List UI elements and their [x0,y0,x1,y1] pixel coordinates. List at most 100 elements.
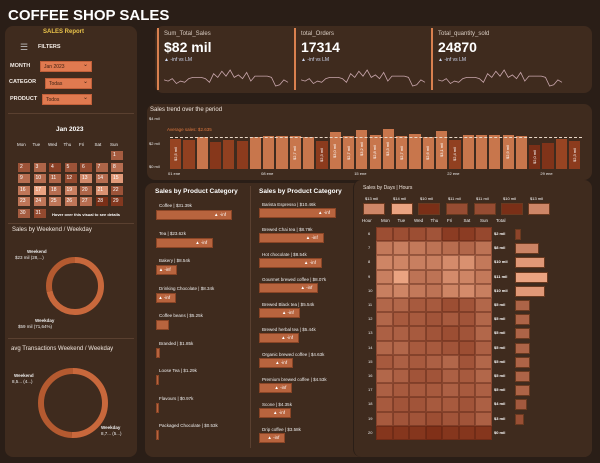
trend-bar[interactable]: $2,7 mil [289,136,301,169]
trend-bar[interactable] [263,136,275,169]
heatmap-cell[interactable] [409,312,426,327]
heatmap-cell[interactable] [425,283,442,298]
heatmap-cell[interactable] [409,369,426,384]
heatmap-cell[interactable] [458,298,475,313]
calendar-day[interactable]: 23 [17,196,31,207]
heatmap-cell[interactable] [392,383,409,398]
heatmap-cell[interactable] [475,340,492,355]
heatmap-cell[interactable] [392,255,409,270]
trend-bar[interactable] [462,134,474,169]
day-total-box[interactable] [474,203,496,215]
trend-bar[interactable]: $2,0 mil [529,144,541,169]
heatmap-cell[interactable] [376,340,393,355]
heatmap-cell[interactable] [409,241,426,256]
heatmap-cell[interactable] [409,383,426,398]
calendar-day[interactable]: 19 [63,184,78,196]
category-bar[interactable]: ▲ -inf [156,265,177,275]
calendar-day[interactable]: 28 [94,196,109,207]
heatmap-cell[interactable] [442,411,459,426]
heatmap-cell[interactable] [425,354,442,369]
trend-bar[interactable] [475,134,488,169]
heatmap-cell[interactable] [392,340,409,355]
day-total-box[interactable] [501,203,523,215]
heatmap-cell[interactable] [442,255,459,270]
heatmap-cell[interactable] [475,425,492,440]
trend-bar[interactable]: $2,4 mil [449,139,461,169]
weekend-slice[interactable] [46,257,104,315]
heatmap-cell[interactable] [376,397,393,412]
heatmap-cell[interactable] [458,312,475,327]
heatmap-cell[interactable] [409,298,426,313]
trend-bar[interactable]: $2,3 mil [569,140,581,169]
hour-total-bar[interactable] [515,385,530,397]
heatmap-cell[interactable] [442,425,459,440]
product-bar[interactable]: ▲ -inf [259,333,300,343]
calendar-day[interactable]: 29 [110,196,124,207]
heatmap-cell[interactable] [442,397,459,412]
trend-bar[interactable] [276,136,288,169]
heatmap-cell[interactable] [409,397,426,412]
heatmap-cell[interactable] [376,411,393,426]
heatmap-cell[interactable] [409,227,426,242]
heatmap-cell[interactable] [392,397,409,412]
heatmap-cell[interactable] [409,283,426,298]
heatmap-cell[interactable] [392,425,409,440]
heatmap-cell[interactable] [425,383,442,398]
heatmap-cell[interactable] [475,326,492,341]
day-total-box[interactable] [418,203,440,215]
heatmap-cell[interactable] [409,340,426,355]
heatmap-cell[interactable] [458,241,475,256]
heatmap-cell[interactable] [475,298,492,313]
heatmap-cell[interactable] [458,425,475,440]
heatmap-cell[interactable] [409,411,426,426]
heatmap-cell[interactable] [376,298,393,313]
heatmap-cell[interactable] [458,383,475,398]
product-bar[interactable]: ▲ -inf [259,308,300,318]
heatmap-cell[interactable] [392,269,409,284]
category-bar[interactable] [156,347,161,358]
heatmap-cell[interactable] [392,354,409,369]
heatmap-cell[interactable] [392,411,409,426]
heatmap-cell[interactable] [458,227,475,242]
heatmap-cell[interactable] [409,425,426,440]
hour-total-bar[interactable] [515,328,530,340]
day-total-box[interactable] [528,203,550,215]
heatmap-cell[interactable] [392,312,409,327]
category-bar[interactable]: ▲ -inf [156,210,232,220]
trend-bar[interactable]: $2,3 mil [316,140,328,169]
calendar-day[interactable]: 18 [48,184,62,196]
heatmap-cell[interactable] [425,411,442,426]
heatmap-cell[interactable] [425,369,442,384]
heatmap-cell[interactable] [475,397,492,412]
heatmap-cell[interactable] [392,283,409,298]
calendar-day[interactable]: 3 [32,161,47,173]
heatmap-cell[interactable] [392,227,409,242]
heatmap-cell[interactable] [392,369,409,384]
hour-total-bar[interactable] [515,229,521,240]
hour-total-bar[interactable] [515,314,530,326]
trend-bar[interactable] [489,134,501,169]
heatmap-cell[interactable] [475,354,492,369]
product-bar[interactable]: ▲ -inf [259,258,322,268]
heatmap-cell[interactable] [425,340,442,355]
product-bar[interactable]: ▲ -inf [259,358,294,368]
trend-bar[interactable]: $2,8 mil [369,134,381,169]
trend-bar[interactable] [249,137,262,169]
heatmap-cell[interactable] [376,326,393,341]
heatmap-cell[interactable] [425,241,442,256]
calendar-day[interactable]: 4 [48,161,62,173]
hour-total-bar[interactable] [515,285,545,297]
product-dropdown[interactable]: Todos ⌄ [42,94,92,105]
heatmap-cell[interactable] [376,241,393,256]
day-total-box[interactable] [363,203,385,215]
heatmap-cell[interactable] [376,383,393,398]
calendar-day[interactable]: 22 [110,184,124,196]
heatmap-cell[interactable] [442,340,459,355]
trend-bar[interactable] [515,136,528,169]
heatmap-cell[interactable] [442,269,459,284]
trend-bar[interactable] [409,133,421,169]
trend-bar[interactable]: $2,5 mil [170,138,182,169]
trend-bar[interactable]: $2,9 mil [502,134,514,169]
heatmap-cell[interactable] [392,298,409,313]
heatmap-cell[interactable] [442,227,459,242]
